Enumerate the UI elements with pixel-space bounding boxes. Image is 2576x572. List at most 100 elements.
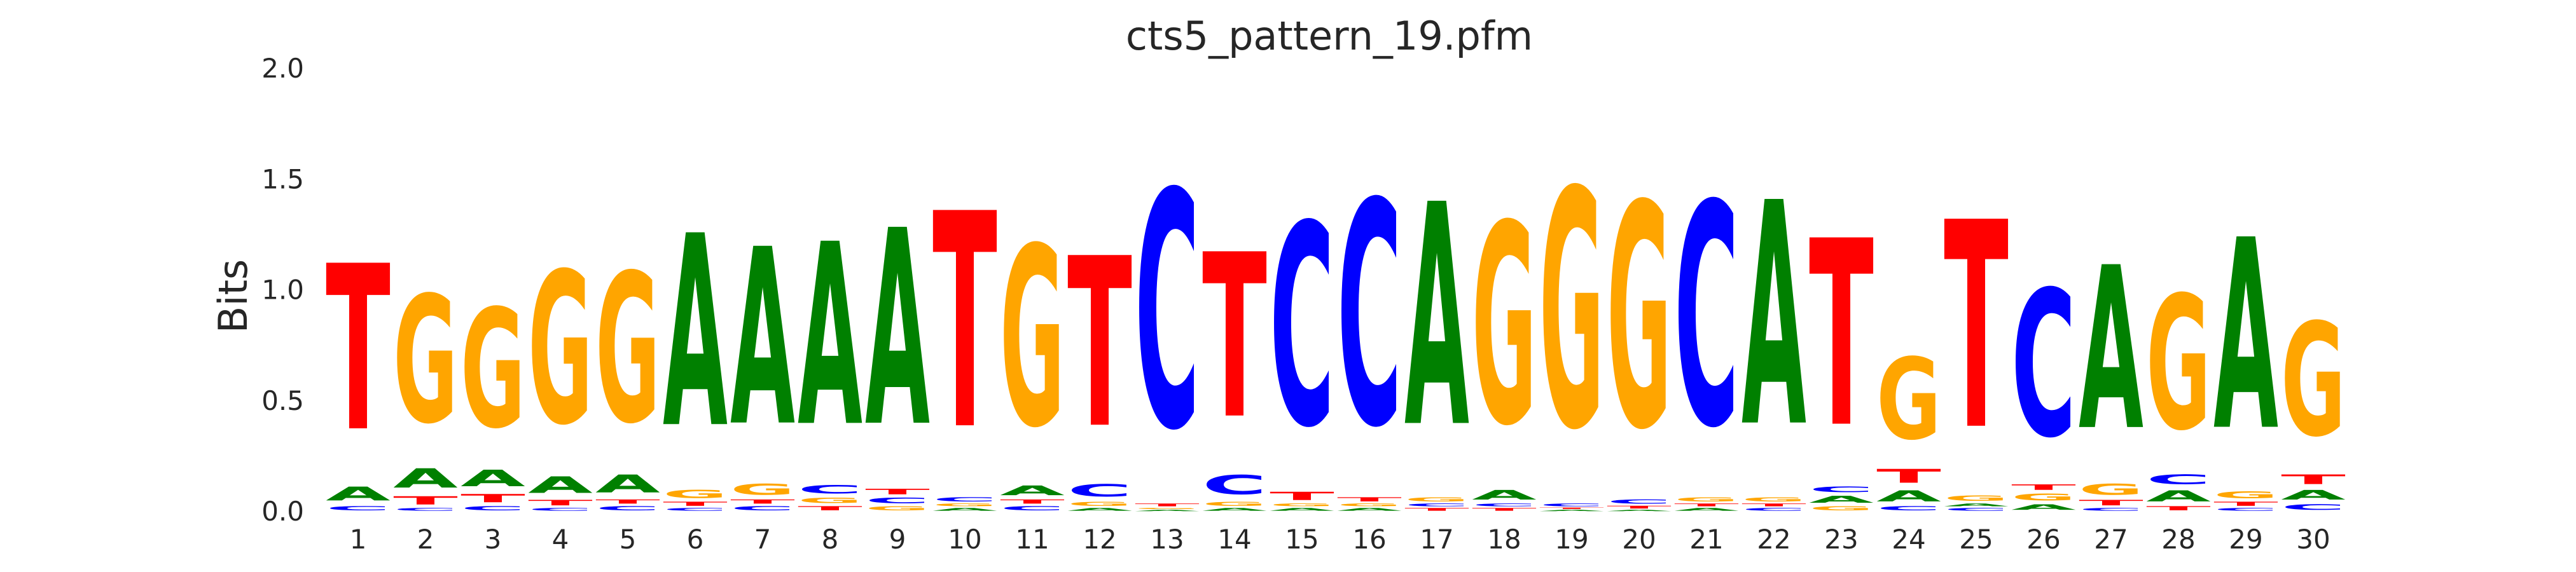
logo-letter-t: T bbox=[393, 494, 458, 507]
logo-letter-g: G bbox=[1876, 335, 1941, 465]
chart-title: cts5_pattern_19.pfm bbox=[1126, 13, 1533, 59]
logo-letter-c: C bbox=[528, 507, 593, 512]
logo-letter-t: T bbox=[1944, 162, 2009, 493]
logo-letter-c: C bbox=[1135, 126, 1200, 502]
x-tick-label: 28 bbox=[2161, 524, 2195, 555]
y-axis-label: Bits bbox=[210, 259, 256, 333]
logo-letter-a: A bbox=[2079, 220, 2144, 480]
logo-letter-c: C bbox=[393, 507, 458, 512]
x-tick-label: 7 bbox=[754, 524, 772, 555]
logo-letter-t: T bbox=[1472, 507, 1537, 512]
logo-letter-g: G bbox=[865, 505, 930, 512]
logo-letter-c: C bbox=[1742, 507, 1806, 512]
logo-letter-t: T bbox=[1404, 507, 1469, 512]
logo-letter-a: A bbox=[1944, 503, 2009, 507]
logo-letter-g: G bbox=[663, 487, 728, 501]
logo-letter-c: C bbox=[1809, 485, 1874, 494]
x-tick-label: 1 bbox=[350, 524, 367, 555]
logo-letter-c: C bbox=[1607, 498, 1672, 505]
logo-letter-t: T bbox=[1742, 503, 1806, 507]
logo-letter-t: T bbox=[2146, 505, 2211, 512]
logo-stacks: CATCTAGCTAGCTAGCTAGCTGACTGATGCAGCTAAGCTC… bbox=[326, 123, 2346, 512]
logo-letter-g: G bbox=[730, 480, 795, 498]
logo-letter-g: G bbox=[528, 229, 593, 472]
logo-letter-t: T bbox=[326, 217, 391, 482]
x-tick-label: 16 bbox=[1352, 524, 1386, 555]
logo-letter-t: T bbox=[1067, 208, 1133, 480]
logo-letter-c: C bbox=[1270, 167, 1334, 489]
x-tick-label: 29 bbox=[2229, 524, 2262, 555]
x-tick-label: 14 bbox=[1217, 524, 1251, 555]
logo-letter-t: T bbox=[663, 501, 728, 507]
x-tick-label: 4 bbox=[552, 524, 569, 555]
logo-letter-c: C bbox=[2213, 507, 2278, 512]
x-tick-label: 25 bbox=[1959, 524, 1993, 555]
logo-letter-g: G bbox=[798, 496, 862, 505]
logo-letter-c: C bbox=[1000, 505, 1065, 512]
logo-letter-g: G bbox=[1135, 507, 1200, 509]
logo-letter-t: T bbox=[1202, 208, 1268, 470]
logo-letter-a: A bbox=[730, 198, 796, 480]
x-tick-label: 8 bbox=[822, 524, 839, 555]
logo-letter-t: T bbox=[865, 487, 930, 496]
logo-letter-t: T bbox=[1607, 505, 1672, 510]
logo-letter-g: G bbox=[1809, 505, 1874, 512]
x-tick-label: 21 bbox=[1689, 524, 1723, 555]
logo-letter-c: C bbox=[1472, 503, 1537, 507]
logo-letter-g: G bbox=[1202, 501, 1267, 507]
logo-letter-c: C bbox=[1067, 480, 1132, 500]
x-tick-label: 2 bbox=[417, 524, 434, 555]
logo-letter-c: C bbox=[730, 505, 795, 512]
y-tick-label: 1.5 bbox=[261, 163, 304, 194]
logo-letter-a: A bbox=[1202, 507, 1267, 512]
logo-letter-c: C bbox=[1944, 507, 2009, 512]
logo-letter-a: A bbox=[1135, 510, 1200, 512]
logo-letter-g: G bbox=[393, 261, 458, 463]
logo-letter-g: G bbox=[1944, 494, 2009, 503]
logo-letter-g: G bbox=[1674, 496, 1739, 503]
logo-letter-a: A bbox=[1539, 510, 1604, 512]
logo-letter-c: C bbox=[1337, 137, 1402, 495]
x-tick-label: 23 bbox=[1824, 524, 1858, 555]
logo-letter-t: T bbox=[1270, 489, 1334, 503]
logo-letter-a: A bbox=[326, 483, 391, 505]
logo-letter-t: T bbox=[2079, 498, 2143, 507]
logo-letter-g: G bbox=[2011, 492, 2076, 503]
logo-letter-a: A bbox=[932, 507, 997, 512]
logo-letter-t: T bbox=[595, 498, 660, 505]
logo-letter-c: C bbox=[1539, 503, 1604, 507]
x-tick-label: 10 bbox=[948, 524, 981, 555]
logo-letter-c: C bbox=[2011, 249, 2076, 482]
logo-letter-c: C bbox=[460, 505, 525, 512]
x-tick-label: 3 bbox=[485, 524, 502, 555]
logo-letter-a: A bbox=[1742, 139, 1807, 496]
logo-letter-t: T bbox=[798, 505, 862, 512]
logo-letter-a: A bbox=[2146, 487, 2211, 505]
logo-letter-a: A bbox=[1472, 487, 1537, 503]
logo-letter-c: C bbox=[2146, 472, 2211, 487]
logo-letter-a: A bbox=[595, 470, 660, 498]
x-tick-label: 6 bbox=[687, 524, 704, 555]
x-axis-ticks: 1 2 3 4 5 6 7 8 9 10 11 12 13 14 15 16 17 18 19 20 21 22 23 24 2… bbox=[350, 524, 2330, 555]
logo-letter-t: T bbox=[1539, 507, 1604, 509]
logo-letter-c: C bbox=[798, 483, 862, 496]
logo-letter-a: A bbox=[1674, 507, 1739, 512]
logo-letter-g: G bbox=[1270, 503, 1334, 507]
x-tick-label: 30 bbox=[2296, 524, 2330, 555]
x-tick-label: 22 bbox=[1757, 524, 1790, 555]
y-tick-label: 0.0 bbox=[261, 496, 304, 527]
logo-letter-t: T bbox=[932, 153, 998, 496]
logo-letter-c: C bbox=[1404, 503, 1469, 507]
logo-letter-t: T bbox=[1809, 186, 1874, 484]
y-tick-label: 0.5 bbox=[261, 385, 304, 416]
logo-letter-a: A bbox=[1876, 487, 1941, 505]
logo-letter-t: T bbox=[1000, 498, 1065, 505]
x-tick-label: 15 bbox=[1285, 524, 1319, 555]
x-tick-label: 26 bbox=[2026, 524, 2060, 555]
logo-letter-c: C bbox=[326, 505, 391, 512]
logo-letter-a: A bbox=[2213, 184, 2279, 488]
logo-letter-a: A bbox=[663, 180, 728, 486]
logo-letter-g: G bbox=[1607, 141, 1672, 498]
x-tick-label: 9 bbox=[889, 524, 906, 555]
logo-letter-g: G bbox=[1067, 501, 1132, 507]
